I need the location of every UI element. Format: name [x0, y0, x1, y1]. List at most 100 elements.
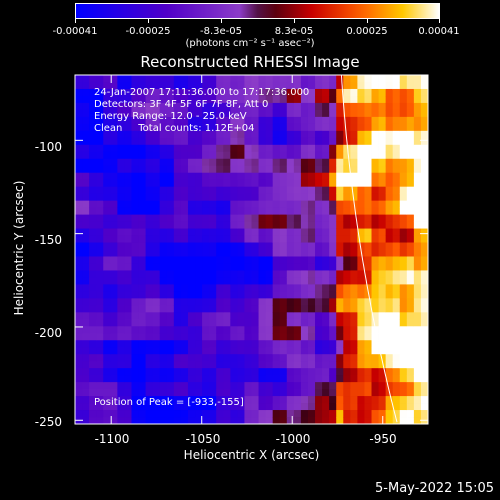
heatmap-cell [230, 389, 238, 397]
heatmap-cell [300, 333, 309, 341]
heatmap-cell [82, 95, 90, 104]
heatmap-cell [166, 158, 175, 167]
heatmap-cell [237, 109, 245, 118]
heatmap-cell [103, 347, 111, 355]
heatmap-cell [159, 116, 168, 125]
heatmap-cell [385, 375, 394, 383]
heatmap-cell [300, 130, 309, 139]
heatmap-cell [223, 270, 231, 278]
heatmap-cell [89, 221, 97, 229]
heatmap-cell [371, 396, 379, 404]
heatmap-cell [329, 249, 337, 257]
heatmap-cell [202, 270, 210, 278]
heatmap-cell [195, 144, 203, 153]
heatmap-cell [378, 368, 387, 376]
heatmap-cell [187, 81, 196, 90]
heatmap-cell [166, 249, 175, 257]
heatmap-cell [357, 270, 365, 278]
heatmap-cell [385, 382, 394, 390]
heatmap-cell [385, 410, 394, 418]
heatmap-cell [152, 396, 161, 404]
heatmap-cell [117, 249, 125, 257]
heatmap-cell [251, 242, 259, 250]
heatmap-cell [166, 354, 175, 362]
heatmap-cell [399, 214, 408, 222]
heatmap-cell [237, 158, 245, 167]
heatmap-cell [159, 368, 168, 376]
heatmap-cell [350, 165, 358, 174]
heatmap-cell [131, 403, 139, 411]
heatmap-cell [209, 347, 217, 355]
heatmap-cell [131, 270, 139, 278]
heatmap-cell [117, 88, 125, 97]
heatmap-cell [209, 228, 217, 236]
heatmap-cell [357, 305, 365, 313]
heatmap-cell [420, 179, 429, 188]
heatmap-cell [103, 277, 111, 285]
heatmap-cell [399, 179, 408, 188]
heatmap-cell [251, 396, 259, 404]
heatmap-cell [329, 417, 337, 425]
heatmap-cell [286, 249, 295, 257]
heatmap-cell [180, 242, 189, 250]
heatmap-cell [82, 137, 90, 146]
heatmap-cell [180, 221, 189, 229]
heatmap-cell [258, 382, 267, 390]
heatmap-cell [392, 179, 401, 188]
heatmap-cell [406, 417, 415, 425]
heatmap-cell [96, 88, 104, 97]
heatmap-cell [336, 333, 344, 341]
heatmap-cell [209, 137, 217, 146]
heatmap-cell [223, 305, 231, 313]
heatmap-cell [371, 242, 379, 250]
heatmap-cell [251, 109, 259, 118]
heatmap-cell [202, 319, 210, 327]
heatmap-cell [195, 207, 203, 215]
heatmap-cell [159, 214, 168, 222]
heatmap-cell [378, 109, 387, 118]
heatmap-cell [152, 354, 161, 362]
heatmap-cell [82, 193, 90, 202]
heatmap-cell [258, 102, 267, 111]
heatmap-cell [251, 116, 259, 125]
heatmap-cell [89, 382, 97, 390]
heatmap-cell [195, 249, 203, 257]
heatmap-cell [187, 151, 196, 160]
heatmap-cell [223, 172, 231, 181]
heatmap-cell [413, 291, 422, 299]
heatmap-cell [371, 382, 379, 390]
heatmap-cell [258, 235, 267, 243]
heatmap-cell [300, 263, 309, 271]
heatmap-cell [279, 123, 288, 132]
heatmap-cell [159, 144, 168, 153]
heatmap-cell [329, 305, 337, 313]
heatmap-cell [329, 75, 337, 83]
heatmap-cell [82, 158, 90, 167]
heatmap-cell [279, 221, 288, 229]
heatmap-cell [173, 235, 182, 243]
heatmap-cell [357, 382, 365, 390]
heatmap-cell [75, 389, 83, 397]
heatmap-cell [209, 158, 217, 167]
heatmap-cell [103, 130, 111, 139]
heatmap-cell [322, 340, 330, 348]
heatmap-cell [265, 298, 274, 306]
heatmap-cell [138, 102, 146, 111]
heatmap-cell [350, 263, 358, 271]
heatmap-cell [166, 375, 175, 383]
heatmap-cell [173, 242, 182, 250]
heatmap-cell [343, 410, 351, 418]
heatmap-cell [202, 382, 210, 390]
heatmap-cell [392, 109, 401, 118]
heatmap-cell [180, 382, 189, 390]
heatmap-cell [82, 361, 90, 369]
heatmap-cell [251, 158, 259, 167]
heatmap-cell [343, 123, 351, 132]
heatmap-cell [117, 123, 125, 132]
heatmap-cell [251, 249, 259, 257]
heatmap-cell [336, 354, 344, 362]
heatmap-cell [371, 193, 379, 202]
heatmap-cell [152, 123, 161, 132]
heatmap-cell [293, 207, 302, 215]
